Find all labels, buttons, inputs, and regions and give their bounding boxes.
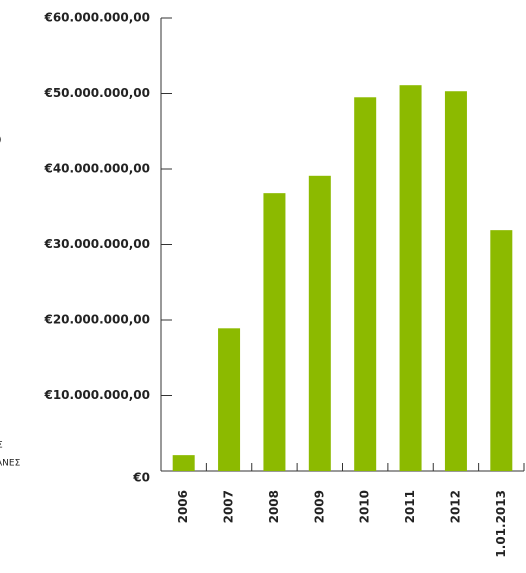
x-tick-label: 2008: [267, 490, 281, 523]
bar: [399, 85, 422, 471]
bar: [444, 91, 467, 472]
annotation: ): [0, 136, 2, 146]
annotation: Σ: [0, 441, 3, 451]
x-tick-label: 2012: [448, 490, 462, 523]
x-tick-label: 2007: [222, 490, 236, 523]
x-tick-label: 2010: [358, 490, 372, 523]
x-tick-label: 1.01.2013: [494, 490, 508, 558]
y-tick-label: €30.000.000,00: [43, 237, 150, 251]
bar: [172, 455, 195, 471]
y-tick-label: €50.000.000,00: [43, 86, 150, 100]
y-tick-label: €40.000.000,00: [43, 162, 150, 176]
annotation: ΑΝΕΣ: [0, 459, 21, 469]
bar: [218, 328, 241, 471]
y-tick-label: €0: [132, 471, 150, 485]
bar: [263, 193, 286, 471]
x-tick-label: 2011: [403, 490, 417, 523]
y-tick-label: €20.000.000,00: [43, 313, 150, 327]
bar: [354, 97, 377, 472]
y-tick-label: €60.000.000,00: [43, 11, 150, 25]
x-tick-label: 2009: [312, 490, 326, 523]
bar: [308, 175, 331, 472]
bar: [490, 230, 513, 471]
y-tick-label: €10.000.000,00: [43, 388, 150, 402]
x-tick-label: 2006: [176, 490, 190, 523]
